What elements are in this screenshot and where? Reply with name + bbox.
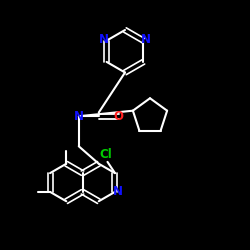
- Text: N: N: [99, 33, 109, 46]
- Text: Cl: Cl: [100, 148, 112, 161]
- Text: N: N: [74, 110, 84, 123]
- Text: N: N: [141, 33, 151, 46]
- Text: O: O: [114, 110, 124, 123]
- Text: N: N: [112, 186, 122, 198]
